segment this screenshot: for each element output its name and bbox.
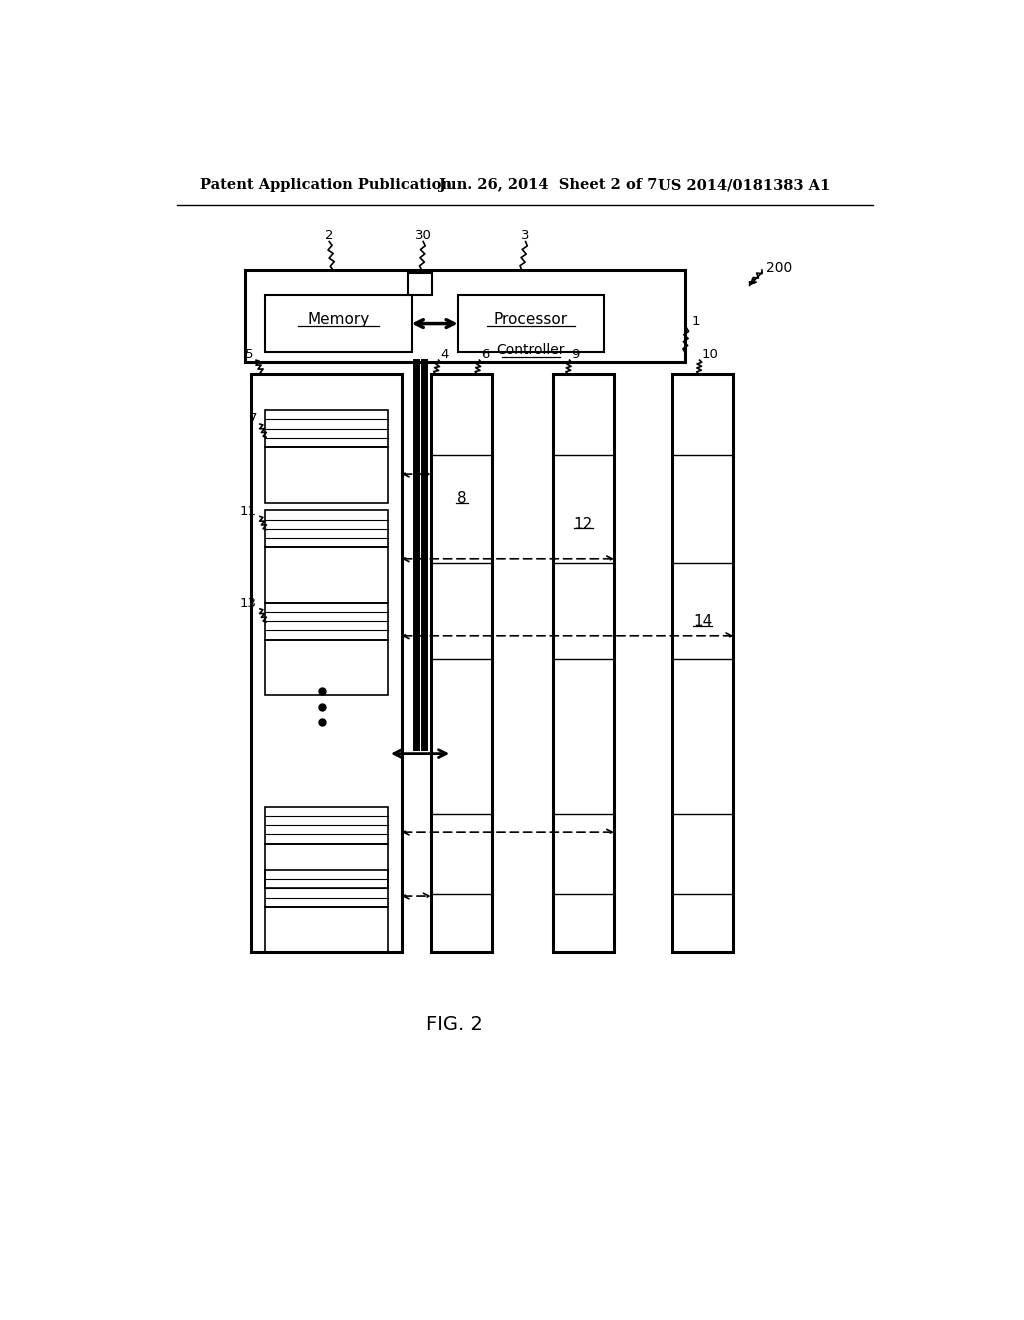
Text: Patent Application Publication: Patent Application Publication: [200, 178, 452, 193]
Text: 14: 14: [693, 614, 713, 630]
Text: 6: 6: [481, 348, 489, 362]
Bar: [265, 411, 388, 447]
Text: Controller: Controller: [497, 343, 565, 358]
Bar: [265, 843, 388, 888]
Bar: [265, 640, 388, 696]
Bar: [265, 447, 388, 503]
Text: 10: 10: [701, 348, 718, 362]
Bar: [265, 870, 388, 907]
Bar: [265, 548, 388, 603]
Bar: [458, 294, 604, 352]
Bar: [265, 511, 388, 548]
Text: 12: 12: [573, 516, 593, 532]
Bar: [408, 273, 432, 294]
Bar: [265, 603, 388, 640]
Bar: [672, 374, 733, 952]
Text: 8: 8: [457, 491, 467, 507]
Bar: [431, 374, 493, 952]
Text: FIG. 2: FIG. 2: [426, 1015, 482, 1034]
Text: 2: 2: [325, 228, 334, 242]
Text: 13: 13: [239, 597, 256, 610]
Text: 11: 11: [239, 504, 256, 517]
Text: 5: 5: [246, 348, 254, 362]
Bar: [265, 807, 388, 843]
Text: 30: 30: [415, 228, 431, 242]
Text: 3: 3: [521, 228, 529, 242]
Text: Jun. 26, 2014  Sheet 2 of 7: Jun. 26, 2014 Sheet 2 of 7: [438, 178, 657, 193]
Bar: [553, 374, 614, 952]
Text: 200: 200: [766, 261, 792, 275]
Text: Processor: Processor: [494, 313, 568, 327]
Text: 7: 7: [249, 412, 258, 425]
Text: US 2014/0181383 A1: US 2014/0181383 A1: [658, 178, 830, 193]
Text: Memory: Memory: [307, 313, 370, 327]
Bar: [265, 907, 388, 952]
Text: 1: 1: [691, 315, 699, 329]
Bar: [245, 271, 685, 363]
Bar: [265, 294, 412, 352]
Text: 4: 4: [440, 348, 449, 362]
Bar: [252, 374, 401, 952]
Text: 9: 9: [571, 348, 580, 362]
